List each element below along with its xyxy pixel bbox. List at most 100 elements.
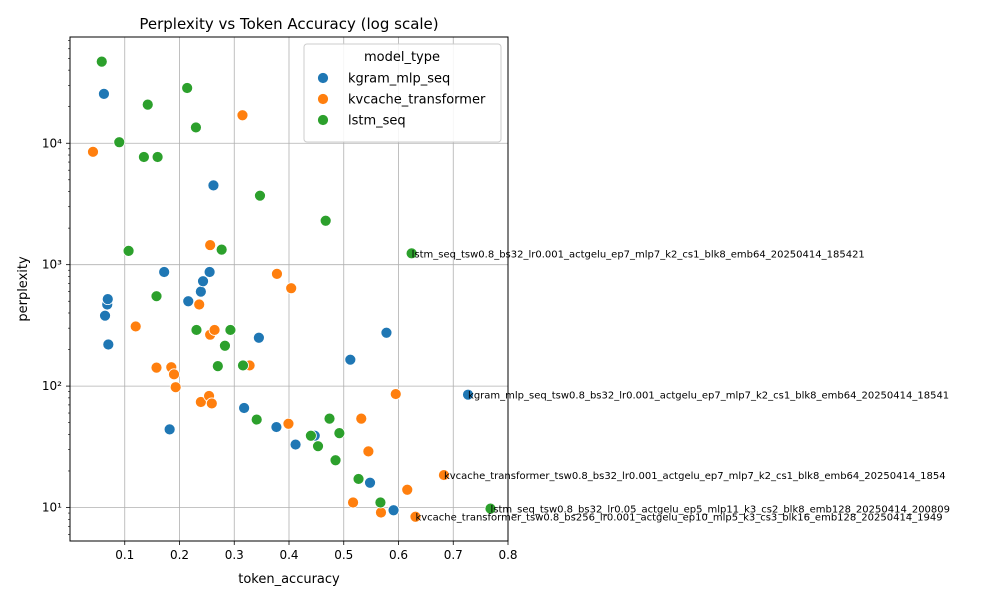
y-tick-label: 10¹ [42,501,62,515]
data-point-kgram_mlp_seq [270,421,283,433]
x-tick-label: 0.5 [334,548,353,562]
data-point-kgram_mlp_seq [158,266,171,278]
legend-marker [317,93,329,105]
data-point-kgram_mlp_seq [380,326,393,339]
data-point-kgram_mlp_seq [101,293,114,306]
data-point-kvcache_transformer [208,324,221,336]
data-point-kvcache_transformer [168,368,180,381]
legend-label: kgram_mlp_seq [348,72,450,87]
data-point-kvcache_transformer [438,469,450,481]
data-point-lstm_seq [319,214,332,227]
y-axis-label: perplexity [16,256,31,322]
data-point-kvcache_transformer [285,282,298,295]
data-point-lstm_seq [113,136,126,149]
point-annotation: lstm_seq_tsw0.8_bs32_lr0.001_actgelu_ep7… [412,249,865,260]
data-point-lstm_seq [190,121,202,134]
data-point-kgram_mlp_seq [344,353,357,366]
x-tick-label: 0.4 [279,548,298,562]
y-axis-ticks: 10¹ 10² 10³ 10⁴ [42,40,70,535]
point-annotations: lstm_seq_tsw0.8_bs32_lr0.001_actgelu_ep7… [412,249,950,523]
data-point-lstm_seq [254,189,266,202]
data-point-lstm_seq [215,243,228,256]
x-axis-label: token_accuracy [238,572,340,587]
data-point-kgram_mlp_seq [194,285,207,298]
data-point-kvcache_transformer [150,361,163,374]
data-point-lstm_seq [211,360,224,373]
x-tick-label: 0.8 [498,548,517,562]
x-tick-label: 0.7 [444,548,463,562]
data-point-lstm_seq [333,427,346,440]
point-annotation: kvcache_transformer_tsw0.8_bs256_lr0.001… [415,513,942,524]
data-point-kvcache_transformer [355,412,368,425]
y-tick-label: 10² [42,379,62,393]
data-point-lstm_seq [405,247,418,260]
x-axis-ticks: 0.1 0.2 0.3 0.4 0.5 0.6 0.7 0.8 [115,541,518,562]
data-point-lstm_seq [219,339,231,352]
data-point-kvcache_transformer [204,239,217,251]
data-point-kgram_mlp_seq [289,438,302,451]
data-point-kgram_mlp_seq [238,402,251,414]
data-point-lstm_seq [122,244,135,257]
data-point-kgram_mlp_seq [163,423,176,436]
data-point-lstm_seq [484,502,497,515]
data-point-kvcache_transformer [375,506,387,519]
data-point-lstm_seq [141,98,154,111]
data-point-kgram_mlp_seq [364,476,376,489]
legend-label: kvcache_transformer [348,93,486,108]
data-point-kgram_mlp_seq [182,295,195,308]
data-point-kgram_mlp_seq [99,309,111,322]
y-tick-label: 10³ [42,258,62,272]
data-point-kgram_mlp_seq [98,87,110,100]
point-annotation: lstm_seq_tsw0.8_bs32_lr0.05_actgelu_ep5_… [490,505,950,516]
data-point-kvcache_transformer [87,145,99,158]
x-tick-label: 0.6 [389,548,408,562]
data-point-lstm_seq [181,82,194,94]
x-tick-label: 0.2 [170,548,189,562]
data-point-lstm_seq [374,496,387,509]
chart-title: Perplexity vs Token Accuracy (log scale) [139,15,438,33]
data-point-lstm_seq [237,359,249,372]
point-annotation: kgram_mlp_seq_tsw0.8_bs32_lr0.001_actgel… [468,391,949,402]
data-point-lstm_seq [190,324,203,336]
data-point-kgram_mlp_seq [462,388,474,401]
data-point-kgram_mlp_seq [387,504,400,517]
data-point-kvcache_transformer [236,109,249,122]
legend-marker [317,72,329,84]
data-point-lstm_seq [312,440,324,453]
data-point-lstm_seq [224,324,237,336]
x-tick-label: 0.3 [225,548,244,562]
data-point-kvcache_transformer [193,298,206,311]
data-point-kgram_mlp_seq [102,338,115,351]
data-point-kvcache_transformer [205,397,218,410]
data-point-kvcache_transformer [401,483,414,496]
data-point-lstm_seq [250,413,263,426]
data-point-lstm_seq [329,454,342,467]
point-annotation: kvcache_transformer_tsw0.8_bs32_lr0.001_… [444,471,946,482]
data-points [87,55,497,523]
data-point-lstm_seq [323,412,336,425]
legend: model_type kgram_mlp_seq kvcache_transfor… [303,43,502,143]
legend-title: model_type [364,50,440,65]
data-point-lstm_seq [150,290,163,303]
data-point-kvcache_transformer [362,445,375,458]
data-point-lstm_seq [304,429,317,442]
data-point-kvcache_transformer [169,381,182,394]
data-point-kvcache_transformer [347,496,359,509]
data-point-lstm_seq [138,151,150,163]
legend-marker [317,114,329,126]
data-point-kgram_mlp_seq [252,331,265,344]
data-point-lstm_seq [352,473,365,485]
data-point-lstm_seq [95,55,108,68]
data-point-kgram_mlp_seq [207,179,220,192]
data-point-kvcache_transformer [129,320,142,333]
data-point-kvcache_transformer [389,388,402,400]
legend-box [303,43,502,143]
data-point-kgram_mlp_seq [197,275,209,288]
data-point-lstm_seq [151,151,164,163]
x-tick-label: 0.1 [115,548,134,562]
data-point-kgram_mlp_seq [203,266,216,278]
legend-label: lstm_seq [348,114,406,129]
y-tick-label: 10⁴ [42,136,62,150]
data-point-kvcache_transformer [271,267,283,280]
